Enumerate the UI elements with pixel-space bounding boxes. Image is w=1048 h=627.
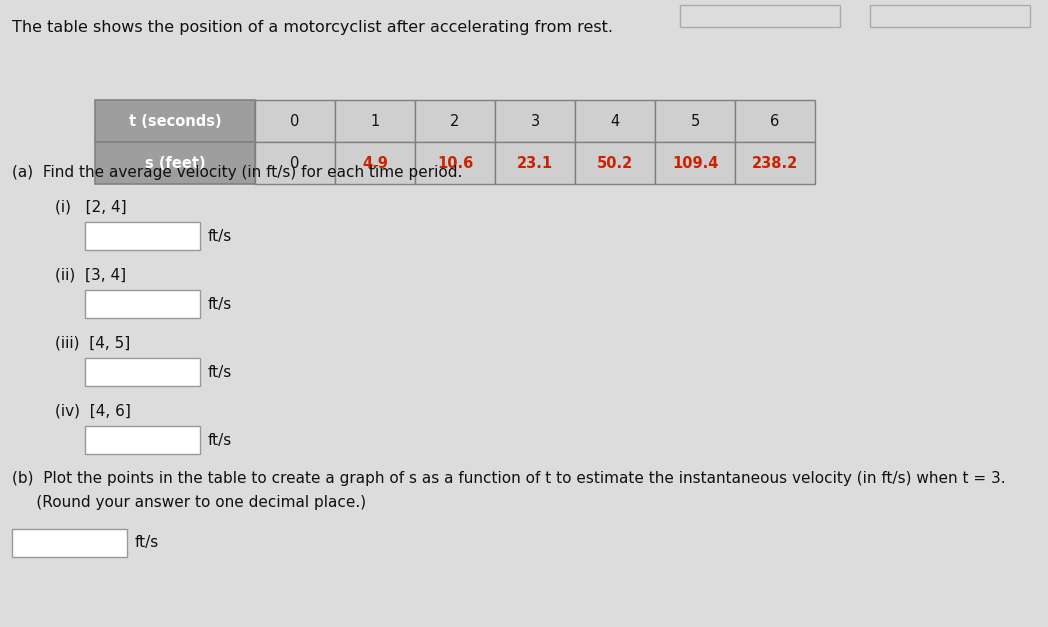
Bar bbox=[575, 142, 655, 184]
Text: 109.4: 109.4 bbox=[672, 155, 718, 171]
Text: 6: 6 bbox=[770, 113, 780, 129]
Bar bbox=[255, 100, 335, 142]
Text: 5: 5 bbox=[691, 113, 700, 129]
Text: (iii)  [4, 5]: (iii) [4, 5] bbox=[54, 335, 130, 350]
Text: 4.9: 4.9 bbox=[362, 155, 388, 171]
Bar bbox=[335, 100, 415, 142]
Text: 238.2: 238.2 bbox=[751, 155, 799, 171]
Text: (a)  Find the average velocity (in ft/s) for each time period.: (a) Find the average velocity (in ft/s) … bbox=[12, 165, 462, 180]
Text: 3: 3 bbox=[530, 113, 540, 129]
Text: (i)   [2, 4]: (i) [2, 4] bbox=[54, 199, 127, 214]
Bar bbox=[495, 100, 575, 142]
Text: ft/s: ft/s bbox=[208, 433, 233, 448]
Text: (b)  Plot the points in the table to create a graph of s as a function of t to e: (b) Plot the points in the table to crea… bbox=[12, 471, 1006, 486]
Bar bbox=[85, 358, 200, 386]
Bar bbox=[575, 100, 655, 142]
Bar bbox=[655, 100, 735, 142]
Bar bbox=[870, 5, 1030, 27]
Text: 0: 0 bbox=[290, 113, 300, 129]
Text: 10.6: 10.6 bbox=[437, 155, 473, 171]
Bar bbox=[95, 142, 255, 184]
Text: t (seconds): t (seconds) bbox=[129, 113, 221, 129]
Text: 4: 4 bbox=[610, 113, 619, 129]
Bar bbox=[735, 142, 815, 184]
Bar bbox=[12, 529, 127, 557]
Text: ft/s: ft/s bbox=[208, 228, 233, 243]
Text: ft/s: ft/s bbox=[208, 364, 233, 379]
Bar bbox=[95, 100, 255, 142]
Text: ft/s: ft/s bbox=[208, 297, 233, 312]
Bar bbox=[255, 142, 335, 184]
Bar bbox=[495, 142, 575, 184]
Bar bbox=[415, 142, 495, 184]
Text: The table shows the position of a motorcyclist after accelerating from rest.: The table shows the position of a motorc… bbox=[12, 20, 613, 35]
Bar bbox=[655, 142, 735, 184]
Text: (Round your answer to one decimal place.): (Round your answer to one decimal place.… bbox=[12, 495, 366, 510]
Bar bbox=[335, 142, 415, 184]
Text: 50.2: 50.2 bbox=[597, 155, 633, 171]
Text: 2: 2 bbox=[451, 113, 460, 129]
Text: s (feet): s (feet) bbox=[145, 155, 205, 171]
Text: 0: 0 bbox=[290, 155, 300, 171]
Bar bbox=[85, 290, 200, 318]
Bar bbox=[680, 5, 840, 27]
Bar bbox=[85, 222, 200, 250]
Text: 1: 1 bbox=[370, 113, 379, 129]
Text: (iv)  [4, 6]: (iv) [4, 6] bbox=[54, 403, 131, 418]
Text: (ii)  [3, 4]: (ii) [3, 4] bbox=[54, 267, 126, 282]
Bar bbox=[85, 426, 200, 454]
Bar bbox=[735, 100, 815, 142]
Text: ft/s: ft/s bbox=[135, 535, 159, 551]
Text: 23.1: 23.1 bbox=[517, 155, 553, 171]
Bar bbox=[415, 100, 495, 142]
